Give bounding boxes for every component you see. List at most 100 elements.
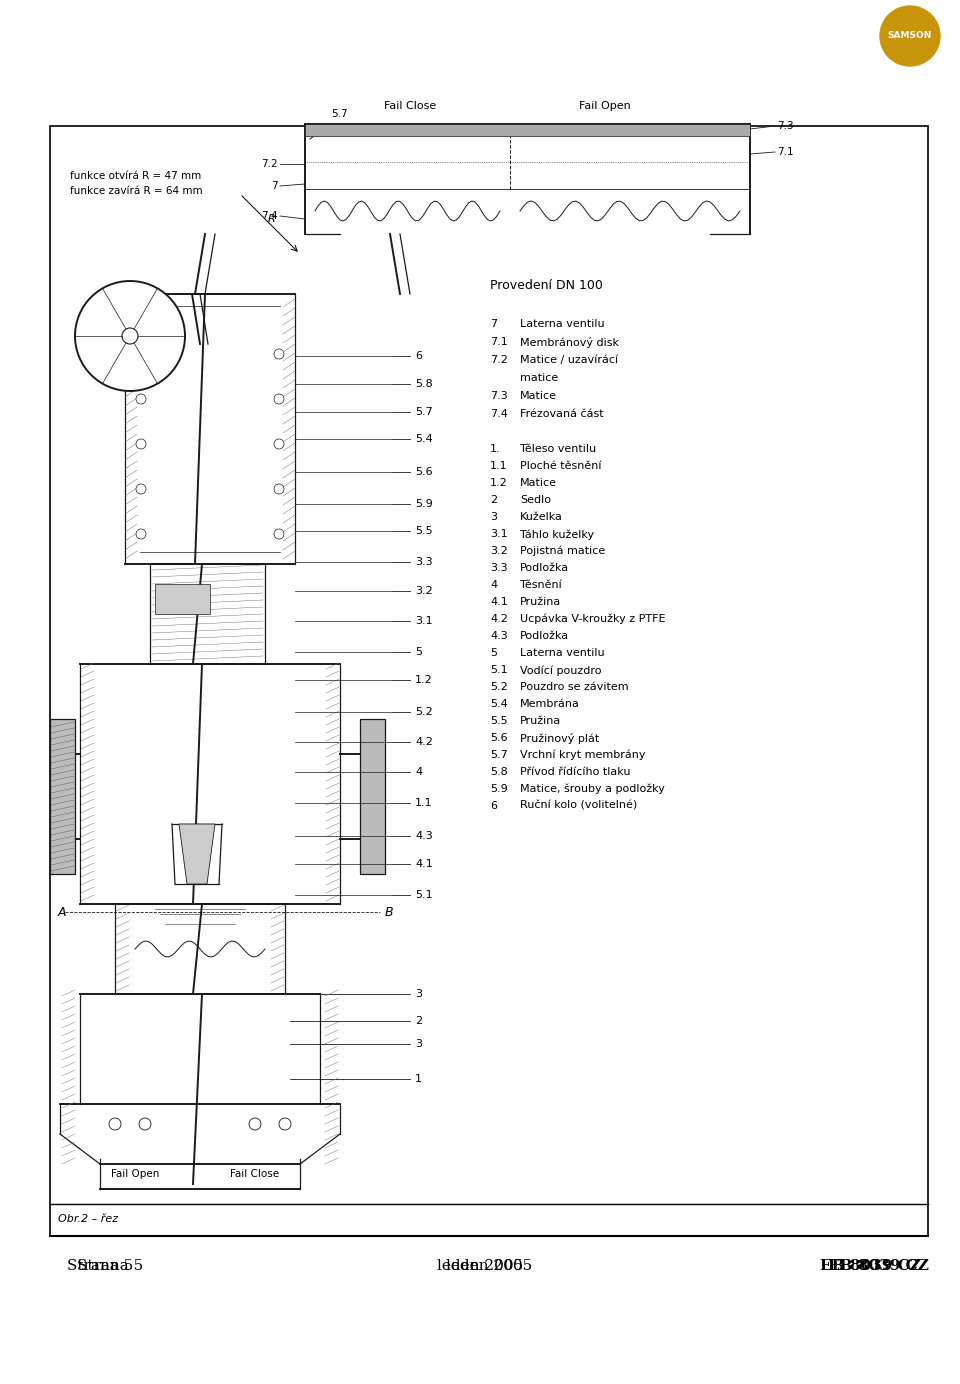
- Text: 7.1: 7.1: [490, 336, 508, 347]
- Text: 4.1: 4.1: [415, 859, 433, 869]
- Text: 1: 1: [415, 1074, 422, 1084]
- Circle shape: [274, 529, 284, 538]
- Text: Pouzdro se závitem: Pouzdro se závitem: [520, 682, 629, 692]
- Text: 3.2: 3.2: [490, 547, 508, 556]
- Circle shape: [136, 484, 146, 494]
- Text: 5: 5: [490, 648, 497, 657]
- Text: 5: 5: [415, 646, 422, 657]
- Circle shape: [136, 439, 146, 448]
- Text: 3.1: 3.1: [415, 616, 433, 626]
- Text: 3.3: 3.3: [415, 556, 433, 567]
- Text: 5.2: 5.2: [490, 682, 508, 692]
- Bar: [155, 584, 210, 614]
- Text: funkce otvírá R = 47 mm: funkce otvírá R = 47 mm: [70, 172, 202, 181]
- Circle shape: [279, 1118, 291, 1129]
- Text: SAMSON: SAMSON: [888, 32, 932, 40]
- Text: leden 2005: leden 2005: [445, 1259, 532, 1273]
- Text: 7: 7: [272, 181, 278, 191]
- Text: Fail Close: Fail Close: [384, 101, 436, 111]
- Text: 3.3: 3.3: [490, 563, 508, 573]
- Bar: [360, 720, 385, 875]
- Circle shape: [109, 1118, 121, 1129]
- Text: Vrchní kryt membrány: Vrchní kryt membrány: [520, 750, 645, 760]
- Text: Kuželka: Kuželka: [520, 512, 563, 522]
- Text: 1.2: 1.2: [490, 477, 508, 489]
- Circle shape: [274, 439, 284, 448]
- Circle shape: [274, 349, 284, 358]
- Text: Podložka: Podložka: [520, 563, 569, 573]
- Text: 7.3: 7.3: [777, 120, 794, 131]
- Text: Pružina: Pružina: [520, 597, 562, 608]
- Text: Táhlo kuželky: Táhlo kuželky: [520, 529, 594, 540]
- Text: 3: 3: [415, 990, 422, 999]
- Circle shape: [139, 1118, 151, 1129]
- Circle shape: [274, 394, 284, 404]
- Text: Obr.2 – řez: Obr.2 – řez: [58, 1214, 118, 1223]
- Text: 7: 7: [490, 318, 497, 329]
- Text: 4.3: 4.3: [415, 830, 433, 841]
- Text: 6: 6: [490, 801, 497, 811]
- Text: Ucpávka V-kroužky z PTFE: Ucpávka V-kroužky z PTFE: [520, 614, 665, 624]
- Text: Vodící pouzdro: Vodící pouzdro: [520, 664, 602, 675]
- Text: Fail Close: Fail Close: [230, 1169, 279, 1179]
- Text: 5.8: 5.8: [490, 767, 508, 776]
- Text: 7.2: 7.2: [490, 356, 508, 365]
- Text: 4.3: 4.3: [490, 631, 508, 641]
- Text: Těsnění: Těsnění: [520, 580, 562, 590]
- Text: Matice, šrouby a podložky: Matice, šrouby a podložky: [520, 783, 665, 794]
- Circle shape: [249, 1118, 261, 1129]
- Text: Pružina: Pružina: [520, 716, 562, 727]
- Text: 7.4: 7.4: [490, 410, 508, 419]
- Text: 1.1: 1.1: [490, 461, 508, 471]
- Text: Membrána: Membrána: [520, 699, 580, 709]
- Text: 4: 4: [490, 580, 497, 590]
- Text: Pružinový plát: Pružinový plát: [520, 734, 599, 745]
- Text: 3: 3: [415, 1039, 422, 1049]
- Circle shape: [136, 349, 146, 358]
- Text: Laterna ventilu: Laterna ventilu: [520, 318, 605, 329]
- Text: funkce zavírá R = 64 mm: funkce zavírá R = 64 mm: [70, 185, 203, 197]
- Circle shape: [122, 328, 138, 345]
- Text: 5.1: 5.1: [490, 664, 508, 675]
- Text: 5.5: 5.5: [490, 716, 508, 727]
- Text: 3.2: 3.2: [415, 585, 433, 597]
- Text: R: R: [268, 215, 276, 224]
- Text: 7.4: 7.4: [261, 210, 278, 221]
- Text: 1.2: 1.2: [415, 675, 433, 685]
- Circle shape: [136, 529, 146, 538]
- Text: matice: matice: [520, 374, 559, 383]
- Text: A: A: [58, 905, 66, 919]
- Text: Frézovaná část: Frézovaná část: [520, 410, 604, 419]
- Text: Přívod řídícího tlaku: Přívod řídícího tlaku: [520, 767, 631, 776]
- Text: 5.7: 5.7: [331, 109, 348, 119]
- Text: Matice / uzavírácí: Matice / uzavírácí: [520, 356, 618, 365]
- Text: 4: 4: [415, 767, 422, 776]
- Text: 5.1: 5.1: [415, 890, 433, 900]
- Text: 1.1: 1.1: [415, 799, 433, 808]
- Text: 5.4: 5.4: [490, 699, 508, 709]
- Text: 5.8: 5.8: [415, 379, 433, 389]
- Text: 5.4: 5.4: [415, 435, 433, 444]
- Text: Membránový disk: Membránový disk: [520, 336, 619, 347]
- Bar: [50, 720, 75, 875]
- Circle shape: [136, 394, 146, 404]
- Text: leden 2005: leden 2005: [437, 1259, 523, 1273]
- Text: 7.3: 7.3: [490, 392, 508, 401]
- Text: Pojistná matice: Pojistná matice: [520, 547, 605, 556]
- Bar: [50, 126, 928, 1236]
- Text: 4.2: 4.2: [415, 738, 433, 747]
- Text: Ploché těsnění: Ploché těsnění: [520, 461, 602, 471]
- Text: 2: 2: [490, 495, 497, 505]
- Text: Fail Open: Fail Open: [579, 101, 631, 111]
- Text: Ruční kolo (volitelné): Ruční kolo (volitelné): [520, 801, 637, 811]
- Text: EB 8039 CZ: EB 8039 CZ: [820, 1259, 921, 1273]
- Text: 5.2: 5.2: [415, 707, 433, 717]
- Text: 5.7: 5.7: [415, 407, 433, 417]
- Text: Matice: Matice: [520, 477, 557, 489]
- Text: 2: 2: [415, 1016, 422, 1026]
- Text: 6: 6: [415, 352, 422, 361]
- Text: Provedení DN 100: Provedení DN 100: [490, 280, 603, 292]
- Bar: [305, 125, 750, 136]
- Text: Těleso ventilu: Těleso ventilu: [520, 444, 596, 454]
- Text: 4.2: 4.2: [490, 614, 508, 624]
